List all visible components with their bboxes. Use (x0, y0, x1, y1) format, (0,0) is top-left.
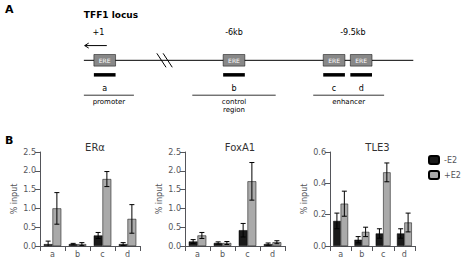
svg-text:TFF1 locus: TFF1 locus (84, 10, 138, 20)
svg-text:a: a (338, 250, 343, 259)
svg-text:a: a (195, 250, 200, 259)
svg-text:0.0: 0.0 (168, 242, 181, 251)
svg-text:d: d (402, 250, 407, 259)
svg-text:1.0: 1.0 (168, 204, 181, 213)
svg-text:ERE: ERE (355, 57, 367, 64)
svg-text:-9.5kb: -9.5kb (340, 28, 365, 37)
svg-text:b: b (75, 250, 80, 259)
svg-text:c: c (381, 250, 385, 259)
svg-text:% input: % input (300, 184, 309, 215)
svg-text:2.5: 2.5 (168, 148, 181, 157)
svg-text:c: c (100, 250, 104, 259)
svg-text:FoxA1: FoxA1 (225, 142, 255, 153)
svg-text:% input: % input (10, 184, 19, 215)
svg-text:+E2: +E2 (444, 171, 461, 180)
svg-text:d: d (125, 250, 130, 259)
svg-text:c: c (245, 250, 249, 259)
svg-text:a: a (102, 84, 107, 93)
svg-text:region: region (223, 106, 245, 114)
svg-text:0.4: 0.4 (313, 179, 326, 188)
svg-text:2.0: 2.0 (168, 166, 181, 175)
svg-text:1.0: 1.0 (23, 204, 36, 213)
svg-text:0.2: 0.2 (313, 210, 326, 219)
svg-text:-E2: -E2 (444, 156, 457, 165)
svg-text:d: d (270, 250, 275, 259)
svg-text:0.0: 0.0 (23, 242, 36, 251)
svg-text:0.0: 0.0 (313, 242, 326, 251)
svg-text:b: b (359, 250, 364, 259)
svg-text:1.5: 1.5 (168, 185, 181, 194)
svg-text:2.5: 2.5 (23, 148, 36, 157)
svg-text:enhancer: enhancer (332, 98, 365, 106)
svg-text:a: a (50, 250, 55, 259)
svg-text:ERα: ERα (85, 142, 105, 153)
svg-text:% input: % input (155, 184, 164, 215)
svg-text:ERE: ERE (99, 57, 111, 64)
svg-text:A: A (5, 3, 14, 16)
svg-text:b: b (220, 250, 225, 259)
svg-text:+1: +1 (93, 28, 105, 37)
svg-text:1.5: 1.5 (23, 185, 36, 194)
svg-text:c: c (332, 84, 336, 93)
svg-text:d: d (359, 84, 364, 93)
svg-text:0.6: 0.6 (313, 148, 326, 157)
svg-text:TLE3: TLE3 (364, 142, 389, 153)
svg-text:ERE: ERE (228, 57, 240, 64)
svg-text:b: b (231, 84, 236, 93)
svg-text:0.5: 0.5 (23, 223, 36, 232)
svg-text:0.5: 0.5 (168, 223, 181, 232)
svg-text:B: B (5, 134, 13, 147)
svg-text:control: control (222, 98, 246, 106)
svg-text:-6kb: -6kb (225, 28, 243, 37)
svg-text:2.0: 2.0 (23, 166, 36, 175)
svg-text:promoter: promoter (93, 98, 126, 106)
svg-text:ERE: ERE (328, 57, 340, 64)
